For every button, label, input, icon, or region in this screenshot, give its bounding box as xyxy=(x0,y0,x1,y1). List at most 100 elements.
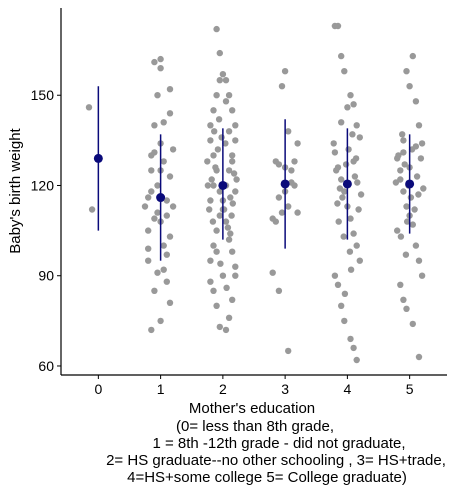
data-point xyxy=(213,25,220,33)
data-point xyxy=(222,326,230,334)
data-point xyxy=(213,302,220,309)
data-point xyxy=(353,242,360,249)
x-tick-label: 1 xyxy=(157,381,165,397)
data-point xyxy=(269,269,276,276)
data-point xyxy=(229,200,236,207)
data-point xyxy=(285,203,292,210)
data-point xyxy=(215,116,223,123)
data-point xyxy=(160,266,167,273)
data-point xyxy=(163,197,170,204)
x-tick-label: 5 xyxy=(406,381,414,397)
y-tick-label: 90 xyxy=(38,268,54,284)
data-point xyxy=(224,224,232,231)
data-point xyxy=(151,287,158,294)
data-point xyxy=(350,158,357,165)
mean-point xyxy=(218,180,228,190)
data-point xyxy=(275,161,283,168)
data-point xyxy=(210,242,217,249)
data-point xyxy=(233,176,240,183)
mean-point xyxy=(342,179,352,189)
data-point xyxy=(148,167,155,174)
data-point xyxy=(294,140,301,147)
data-point xyxy=(148,188,155,195)
data-point xyxy=(213,92,220,99)
data-point xyxy=(278,209,286,216)
data-point xyxy=(210,287,217,294)
data-point xyxy=(222,218,230,225)
data-point xyxy=(353,356,360,364)
data-point xyxy=(349,131,356,138)
data-point xyxy=(417,155,425,162)
data-point xyxy=(336,185,344,192)
data-point xyxy=(350,230,357,237)
mean-point xyxy=(280,179,290,189)
data-point xyxy=(412,98,420,105)
data-point xyxy=(344,104,351,111)
x-tick-label: 0 xyxy=(94,381,102,397)
data-point xyxy=(210,182,217,189)
data-point xyxy=(412,143,420,150)
data-point xyxy=(351,173,359,180)
data-point xyxy=(400,296,407,303)
data-point xyxy=(218,134,225,141)
data-point xyxy=(151,58,158,66)
data-point xyxy=(338,176,345,183)
data-point xyxy=(288,167,295,174)
data-point xyxy=(225,236,233,243)
data-point xyxy=(418,140,426,147)
data-point xyxy=(294,209,301,216)
data-point xyxy=(415,122,423,129)
data-point xyxy=(141,203,149,210)
data-point xyxy=(204,182,212,189)
data-point xyxy=(291,158,298,165)
data-point xyxy=(160,242,167,249)
data-point xyxy=(345,146,352,153)
data-point xyxy=(415,353,423,361)
data-point xyxy=(216,77,223,84)
data-point xyxy=(219,71,227,78)
data-point xyxy=(333,167,340,174)
data-point xyxy=(399,131,406,138)
data-point xyxy=(151,122,158,129)
data-point xyxy=(356,257,363,264)
data-point xyxy=(229,107,236,114)
data-point xyxy=(338,119,345,126)
data-point xyxy=(355,206,362,213)
data-point xyxy=(331,272,339,279)
data-point xyxy=(331,149,339,156)
data-point xyxy=(341,290,349,297)
x-tick-label: 2 xyxy=(219,381,227,397)
data-point xyxy=(154,269,161,276)
data-point xyxy=(209,218,217,225)
data-point xyxy=(334,22,342,30)
data-point xyxy=(409,221,416,228)
mean-point xyxy=(93,153,103,163)
data-point xyxy=(395,152,402,159)
data-point xyxy=(160,158,167,165)
data-point xyxy=(342,161,350,168)
mean-point xyxy=(156,193,166,203)
data-point xyxy=(335,218,342,225)
data-point xyxy=(288,179,295,186)
data-point xyxy=(157,55,164,63)
data-point xyxy=(210,152,217,159)
data-point xyxy=(145,194,152,201)
data-point xyxy=(418,272,426,279)
data-point xyxy=(406,83,413,90)
data-point xyxy=(339,194,346,201)
data-point xyxy=(341,68,348,75)
data-point xyxy=(227,230,234,237)
data-point xyxy=(413,173,421,180)
data-point xyxy=(400,149,407,156)
data-point xyxy=(340,233,347,240)
data-point xyxy=(347,92,354,99)
data-point xyxy=(354,179,361,186)
data-point xyxy=(207,278,214,285)
data-point xyxy=(229,152,236,159)
data-point xyxy=(411,206,418,213)
data-point xyxy=(230,170,238,177)
data-point xyxy=(409,320,416,328)
data-point xyxy=(217,260,224,267)
y-tick-label: 120 xyxy=(31,177,55,193)
